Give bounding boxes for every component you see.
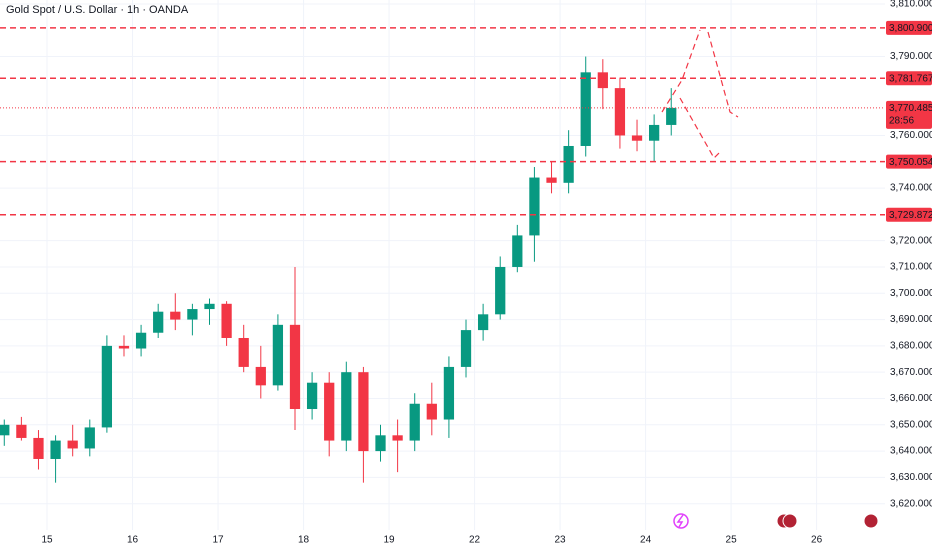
x-tick-label: 22 xyxy=(469,535,481,546)
candle-body xyxy=(495,266,506,315)
x-tick-label: 18 xyxy=(298,535,310,546)
projection-up xyxy=(661,29,701,113)
level-label-box xyxy=(886,207,932,222)
countdown-label: 28:56 xyxy=(889,116,914,127)
level-label-box xyxy=(886,71,932,86)
candle-body xyxy=(580,72,591,146)
candle-body xyxy=(272,324,284,386)
candle-body xyxy=(341,372,352,441)
last-price-label: 3,770.485 xyxy=(889,103,932,114)
candle-body xyxy=(375,435,386,452)
candle-body xyxy=(101,345,113,428)
candle-body xyxy=(529,177,540,236)
event-icon-bolt xyxy=(676,514,684,528)
candle-body xyxy=(409,403,420,441)
level-label-box xyxy=(886,154,932,169)
candle-body xyxy=(666,107,677,125)
candle-body xyxy=(170,311,181,320)
candle-body xyxy=(221,303,232,338)
x-tick-label: 24 xyxy=(640,535,652,546)
y-tick-label: 3,690.000 xyxy=(890,314,932,325)
candle-body xyxy=(67,440,78,449)
candle-body xyxy=(460,330,472,367)
candle-body xyxy=(204,303,215,310)
candle-body xyxy=(306,382,318,410)
chart-title: Gold Spot / U.S. Dollar · 1h · OANDA xyxy=(6,4,189,16)
y-tick-label: 3,720.000 xyxy=(890,235,932,246)
candle-body xyxy=(0,424,10,436)
candle-body xyxy=(118,345,130,349)
candle-body xyxy=(358,372,369,452)
last-price-box xyxy=(886,100,932,129)
candle-body xyxy=(238,337,249,367)
y-tick-label: 3,810.000 xyxy=(890,0,932,10)
level-label: 3,800.900 xyxy=(889,23,932,34)
event-icon[interactable] xyxy=(673,513,689,529)
x-tick-label: 25 xyxy=(726,535,738,546)
candle-body xyxy=(443,366,455,420)
projection-alt xyxy=(679,97,721,159)
event-icons[interactable] xyxy=(673,513,879,529)
x-tick-label: 23 xyxy=(555,535,567,546)
candle-body xyxy=(614,88,626,136)
candle-body xyxy=(324,382,335,441)
candle-body xyxy=(153,311,164,333)
y-tick-label: 3,650.000 xyxy=(890,419,932,430)
projection-down xyxy=(707,31,739,118)
y-tick-label: 3,740.000 xyxy=(890,183,932,194)
candle-body xyxy=(392,435,403,441)
candle-body xyxy=(649,124,660,141)
y-tick-label: 3,760.000 xyxy=(890,130,932,141)
y-tick-label: 3,630.000 xyxy=(890,472,932,483)
y-tick-label: 3,670.000 xyxy=(890,367,932,378)
x-tick-label: 15 xyxy=(41,535,53,546)
candle-body xyxy=(426,403,437,420)
x-tick-label: 19 xyxy=(383,535,395,546)
x-tick-label: 16 xyxy=(127,535,139,546)
candle-body xyxy=(33,437,44,459)
event-icon[interactable] xyxy=(863,513,879,529)
candle-body xyxy=(563,145,574,183)
candle-body xyxy=(84,427,95,449)
candle-body xyxy=(477,314,489,331)
candle-body xyxy=(597,72,608,89)
candle-body xyxy=(512,235,523,267)
y-tick-label: 3,710.000 xyxy=(890,262,932,273)
y-tick-label: 3,640.000 xyxy=(890,446,932,457)
projection-drawing xyxy=(661,29,739,159)
y-tick-label: 3,680.000 xyxy=(890,341,932,352)
candle-body xyxy=(50,440,61,459)
candle-body xyxy=(546,177,557,183)
event-icon[interactable] xyxy=(782,513,798,529)
level-label: 3,729.872 xyxy=(889,210,932,221)
candle-body xyxy=(289,324,301,410)
candle-body xyxy=(16,424,27,438)
y-tick-label: 3,790.000 xyxy=(890,51,932,62)
y-tick-label: 3,620.000 xyxy=(890,498,932,509)
y-tick-label: 3,700.000 xyxy=(890,288,932,299)
level-label: 3,781.767 xyxy=(889,73,932,84)
x-tick-label: 26 xyxy=(811,535,823,546)
y-tick-label: 3,660.000 xyxy=(890,393,932,404)
level-label: 3,750.054 xyxy=(889,157,932,168)
price-axis xyxy=(885,0,932,550)
candle-body xyxy=(135,332,147,349)
candle-body xyxy=(631,135,643,141)
candle-body xyxy=(255,366,266,386)
x-tick-label: 17 xyxy=(212,535,224,546)
candle-body xyxy=(187,309,198,320)
level-label-box xyxy=(886,20,932,35)
